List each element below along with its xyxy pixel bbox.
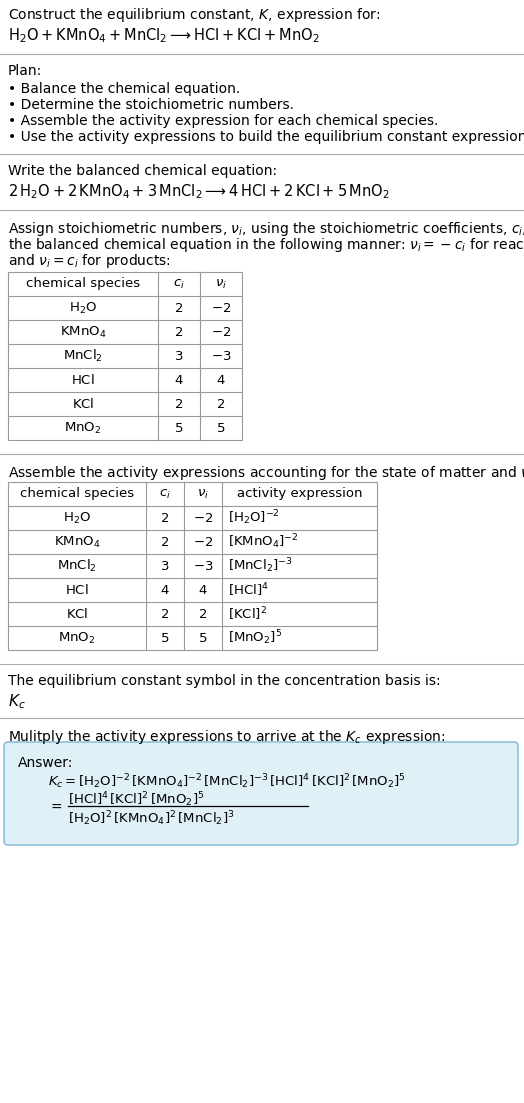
Text: 2: 2 xyxy=(199,608,208,621)
Text: $K_c$: $K_c$ xyxy=(8,692,26,710)
Text: • Use the activity expressions to build the equilibrium constant expression.: • Use the activity expressions to build … xyxy=(8,130,524,144)
Bar xyxy=(8,482,377,650)
Text: chemical species: chemical species xyxy=(20,488,134,501)
Text: $\mathrm{H_2O}$: $\mathrm{H_2O}$ xyxy=(69,300,97,315)
Text: $\mathrm{H_2O + KMnO_4 + MnCl_2 \longrightarrow HCl + KCl + MnO_2}$: $\mathrm{H_2O + KMnO_4 + MnCl_2 \longrig… xyxy=(8,26,320,45)
Text: $\mathrm{H_2O}$: $\mathrm{H_2O}$ xyxy=(63,511,91,525)
Text: $-3$: $-3$ xyxy=(211,350,231,363)
Text: 5: 5 xyxy=(161,632,169,644)
Text: and $\nu_i = c_i$ for products:: and $\nu_i = c_i$ for products: xyxy=(8,251,171,270)
Text: $\mathrm{KCl}$: $\mathrm{KCl}$ xyxy=(66,607,88,621)
Text: $\mathrm{KMnO_4}$: $\mathrm{KMnO_4}$ xyxy=(54,535,100,549)
Text: $\mathrm{KMnO_4}$: $\mathrm{KMnO_4}$ xyxy=(60,324,106,340)
Text: $-3$: $-3$ xyxy=(193,559,213,572)
Text: $[\mathrm{MnCl_2}]^{-3}$: $[\mathrm{MnCl_2}]^{-3}$ xyxy=(228,557,292,576)
Text: $[\mathrm{HCl}]^{4}$: $[\mathrm{HCl}]^{4}$ xyxy=(228,581,269,599)
Text: Plan:: Plan: xyxy=(8,64,42,78)
Text: 2: 2 xyxy=(161,535,169,548)
Text: 2: 2 xyxy=(174,397,183,410)
Text: The equilibrium constant symbol in the concentration basis is:: The equilibrium constant symbol in the c… xyxy=(8,674,441,688)
Text: 2: 2 xyxy=(174,325,183,339)
Text: $\mathrm{MnO_2}$: $\mathrm{MnO_2}$ xyxy=(58,631,96,645)
Text: $[\mathrm{MnO_2}]^{5}$: $[\mathrm{MnO_2}]^{5}$ xyxy=(228,629,282,647)
Text: $[\mathrm{H_2O}]^{-2}$: $[\mathrm{H_2O}]^{-2}$ xyxy=(228,508,280,527)
Text: $=$: $=$ xyxy=(48,799,63,813)
Text: $\mathrm{KCl}$: $\mathrm{KCl}$ xyxy=(72,397,94,411)
Text: $[\mathrm{H_2O}]^{2}\,[\mathrm{KMnO_4}]^{2}\,[\mathrm{MnCl_2}]^{3}$: $[\mathrm{H_2O}]^{2}\,[\mathrm{KMnO_4}]^… xyxy=(68,808,235,827)
Text: • Determine the stoichiometric numbers.: • Determine the stoichiometric numbers. xyxy=(8,98,294,113)
Text: $-2$: $-2$ xyxy=(193,512,213,525)
Text: $K_c = [\mathrm{H_2O}]^{-2}\,[\mathrm{KMnO_4}]^{-2}\,[\mathrm{MnCl_2}]^{-3}\,[\m: $K_c = [\mathrm{H_2O}]^{-2}\,[\mathrm{KM… xyxy=(48,772,406,791)
Text: Write the balanced chemical equation:: Write the balanced chemical equation: xyxy=(8,164,277,178)
Text: the balanced chemical equation in the following manner: $\nu_i = -c_i$ for react: the balanced chemical equation in the fo… xyxy=(8,236,524,254)
FancyBboxPatch shape xyxy=(4,742,518,845)
Text: $\mathrm{MnO_2}$: $\mathrm{MnO_2}$ xyxy=(64,420,102,436)
Text: $c_i$: $c_i$ xyxy=(159,488,171,501)
Text: • Assemble the activity expression for each chemical species.: • Assemble the activity expression for e… xyxy=(8,114,439,128)
Text: activity expression: activity expression xyxy=(237,488,362,501)
Text: Mulitply the activity expressions to arrive at the $K_c$ expression:: Mulitply the activity expressions to arr… xyxy=(8,728,445,746)
Text: 2: 2 xyxy=(217,397,225,410)
Text: 2: 2 xyxy=(161,608,169,621)
Text: 5: 5 xyxy=(199,632,208,644)
Text: chemical species: chemical species xyxy=(26,278,140,290)
Text: $\mathrm{MnCl_2}$: $\mathrm{MnCl_2}$ xyxy=(63,347,103,364)
Text: $-2$: $-2$ xyxy=(211,301,231,314)
Text: Assemble the activity expressions accounting for the state of matter and $\nu_i$: Assemble the activity expressions accoun… xyxy=(8,464,524,482)
Text: $-2$: $-2$ xyxy=(193,535,213,548)
Text: $\nu_i$: $\nu_i$ xyxy=(197,488,209,501)
Text: $[\mathrm{KMnO_4}]^{-2}$: $[\mathrm{KMnO_4}]^{-2}$ xyxy=(228,533,299,552)
Text: 2: 2 xyxy=(161,512,169,525)
Text: $[\mathrm{KCl}]^{2}$: $[\mathrm{KCl}]^{2}$ xyxy=(228,606,267,623)
Text: $\nu_i$: $\nu_i$ xyxy=(215,278,227,290)
Text: Construct the equilibrium constant, $K$, expression for:: Construct the equilibrium constant, $K$,… xyxy=(8,6,380,24)
Text: • Balance the chemical equation.: • Balance the chemical equation. xyxy=(8,82,240,96)
Bar xyxy=(8,272,242,440)
Text: 5: 5 xyxy=(174,421,183,435)
Text: 2: 2 xyxy=(174,301,183,314)
Text: $[\mathrm{HCl}]^{4}\,[\mathrm{KCl}]^{2}\,[\mathrm{MnO_2}]^{5}$: $[\mathrm{HCl}]^{4}\,[\mathrm{KCl}]^{2}\… xyxy=(68,790,204,808)
Text: $\mathrm{HCl}$: $\mathrm{HCl}$ xyxy=(71,373,95,387)
Text: 3: 3 xyxy=(161,559,169,572)
Text: Assign stoichiometric numbers, $\nu_i$, using the stoichiometric coefficients, $: Assign stoichiometric numbers, $\nu_i$, … xyxy=(8,219,524,238)
Text: $\mathrm{HCl}$: $\mathrm{HCl}$ xyxy=(65,583,89,597)
Text: 4: 4 xyxy=(199,583,207,597)
Text: $\mathrm{2\,H_2O + 2\,KMnO_4 + 3\,MnCl_2 \longrightarrow 4\,HCl + 2\,KCl + 5\,Mn: $\mathrm{2\,H_2O + 2\,KMnO_4 + 3\,MnCl_2… xyxy=(8,182,390,201)
Text: 4: 4 xyxy=(217,374,225,386)
Text: $-2$: $-2$ xyxy=(211,325,231,339)
Text: 5: 5 xyxy=(217,421,225,435)
Text: $\mathrm{MnCl_2}$: $\mathrm{MnCl_2}$ xyxy=(57,558,97,574)
Text: 4: 4 xyxy=(161,583,169,597)
Text: $c_i$: $c_i$ xyxy=(173,278,185,290)
Text: 4: 4 xyxy=(175,374,183,386)
Text: Answer:: Answer: xyxy=(18,756,73,770)
Text: 3: 3 xyxy=(174,350,183,363)
